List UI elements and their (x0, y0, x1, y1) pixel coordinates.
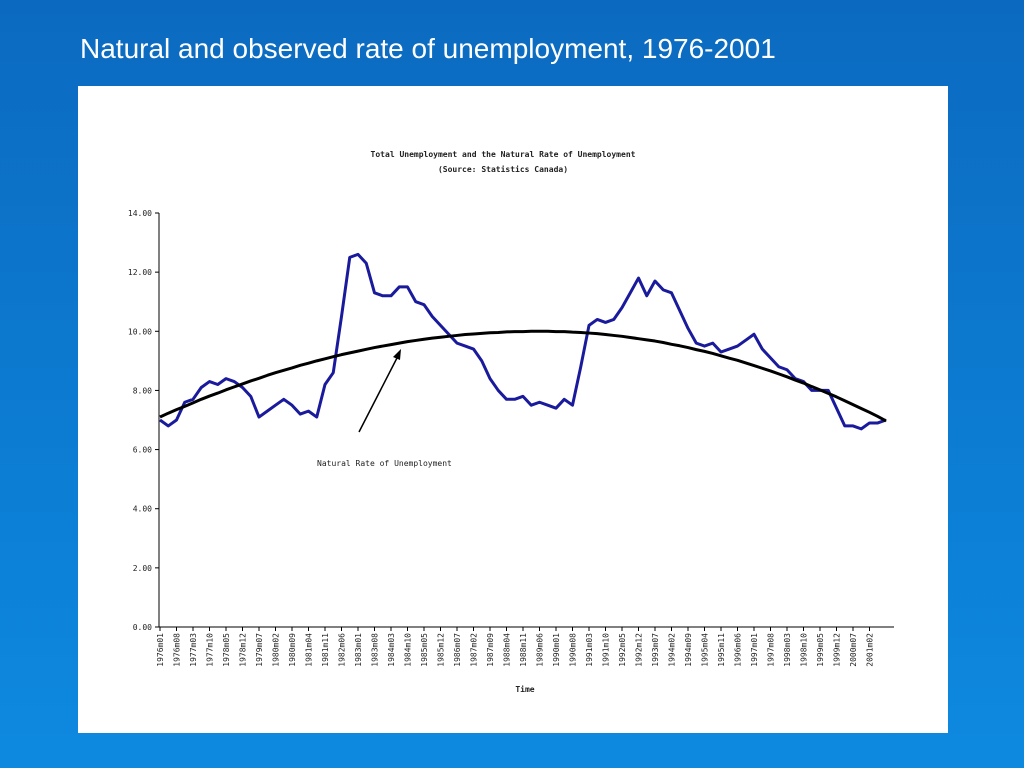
y-tick-label: 12.00 (128, 268, 152, 277)
x-tick-label: 1997m08 (767, 633, 776, 667)
x-tick-label: 1999m05 (816, 633, 825, 667)
x-tick-label: 1980m09 (288, 633, 297, 667)
x-tick-label: 1979m07 (255, 633, 264, 667)
x-tick-label: 1996m06 (734, 633, 743, 667)
x-tick-label: 1995m04 (701, 633, 710, 667)
x-tick-label: 1994m09 (684, 633, 693, 667)
x-tick-label: 1998m03 (783, 633, 792, 667)
y-tick-label: 6.00 (133, 446, 152, 455)
y-tick-label: 14.00 (128, 209, 152, 218)
series-line (159, 329, 887, 423)
x-tick-label: 2000m07 (849, 633, 858, 667)
x-tick-label: 1978m12 (239, 633, 248, 667)
x-tick-label: 1994m02 (668, 633, 677, 667)
x-tick-label: 1977m03 (189, 633, 198, 667)
x-tick-label: 1976m01 (156, 633, 165, 667)
x-tick-label: 1987m02 (470, 633, 479, 667)
x-tick-label: 1985m12 (437, 633, 446, 667)
x-tick-label: 1995m11 (717, 633, 726, 667)
arrow-head (393, 349, 401, 360)
x-axis-label: Time (515, 684, 534, 694)
annotation-arrow (358, 355, 399, 433)
x-tick-label: 1984m10 (404, 633, 413, 667)
x-tick-label: 1986m07 (453, 633, 462, 667)
x-tick-label: 1985m05 (420, 633, 429, 667)
x-tick-label: 1993m07 (651, 633, 660, 667)
x-tick-label: 1983m01 (354, 633, 363, 667)
x-tick-label: 1990m01 (552, 633, 561, 667)
series-line (159, 252, 887, 431)
x-tick-label: 1987m09 (486, 633, 495, 667)
y-tick-label: 10.00 (128, 327, 152, 336)
x-tick-label: 1983m08 (371, 633, 380, 667)
annotation: Natural Rate of Unemployment (317, 459, 452, 468)
x-tick-label: 1989m06 (536, 633, 545, 667)
y-tick-label: 4.00 (133, 505, 152, 514)
x-tick-label: 1998m10 (800, 633, 809, 667)
x-tick-label: 1988m04 (503, 633, 512, 667)
x-tick-label: 1992m12 (635, 633, 644, 667)
x-tick-label: 1999m12 (833, 633, 842, 667)
x-tick-label: 1977m10 (206, 633, 215, 667)
x-tick-label: 2001m02 (866, 633, 875, 667)
x-tick-label: 1988m11 (519, 633, 528, 667)
x-tick-label: 1982m06 (338, 633, 347, 667)
x-tick-label: 1976m08 (173, 633, 182, 667)
chart-subtitle: (Source: Statistics Canada) (438, 164, 568, 174)
x-tick-label: 1981m04 (305, 633, 314, 667)
x-tick-label: 1991m10 (602, 633, 611, 667)
y-tick-label: 8.00 (133, 386, 152, 395)
y-tick-label: 0.00 (133, 623, 152, 632)
x-tick-label: 1990m08 (569, 633, 578, 667)
x-tick-label: 1984m03 (387, 633, 396, 667)
x-tick-label: 1991m03 (585, 633, 594, 667)
y-tick-label: 2.00 (133, 564, 152, 573)
x-tick-label: 1997m01 (750, 633, 759, 667)
x-tick-label: 1981m11 (321, 633, 330, 667)
chart-title: Total Unemployment and the Natural Rate … (371, 150, 636, 159)
x-tick-label: 1992m05 (618, 633, 627, 667)
chart-panel (78, 86, 948, 733)
slide-title: Natural and observed rate of unemploymen… (80, 33, 776, 64)
x-tick-label: 1978m05 (222, 633, 231, 667)
x-tick-label: 1980m02 (272, 633, 281, 667)
